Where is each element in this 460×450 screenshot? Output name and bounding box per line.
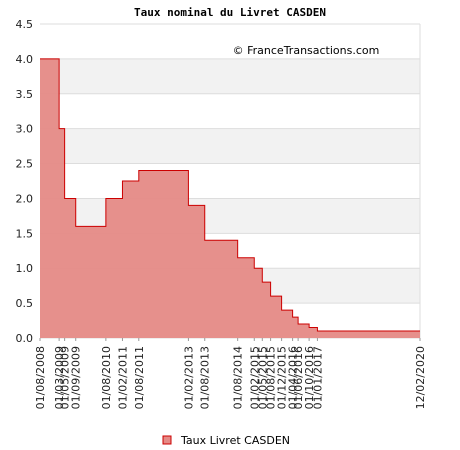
x-tick-label: 01/05/2015 bbox=[256, 346, 269, 409]
y-tick-label: 4.5 bbox=[16, 18, 34, 31]
y-tick-label: 0.5 bbox=[16, 297, 34, 310]
x-tick-label: 01/09/2009 bbox=[70, 346, 83, 409]
x-tick-label: 01/02/2011 bbox=[116, 346, 129, 409]
y-tick-label: 2.5 bbox=[16, 158, 34, 171]
y-tick-label: 4.0 bbox=[16, 53, 34, 66]
x-tick-label: 12/02/2020 bbox=[414, 346, 427, 409]
plot-background bbox=[40, 23, 421, 339]
x-tick-label: 01/04/2016 bbox=[287, 346, 300, 409]
x-tick-label: 01/06/2016 bbox=[292, 346, 305, 409]
legend-label: Taux Livret CASDEN bbox=[180, 434, 290, 447]
x-tick-label: 01/08/2015 bbox=[265, 346, 278, 409]
x-tick-label: 01/12/2015 bbox=[276, 346, 289, 409]
x-tick-label: 01/01/2017 bbox=[311, 346, 324, 409]
y-tick-label: 3.0 bbox=[16, 123, 34, 136]
x-tick-label: 01/02/2015 bbox=[248, 346, 261, 409]
grid-band bbox=[40, 163, 420, 199]
x-tick-label: 01/10/2016 bbox=[303, 346, 316, 409]
x-tick-label: 01/08/2008 bbox=[34, 346, 47, 409]
series-area bbox=[40, 58, 420, 339]
legend-swatch bbox=[162, 435, 172, 445]
x-tick-label: 01/02/2013 bbox=[182, 346, 195, 409]
x-tick-label: 01/08/2013 bbox=[199, 346, 212, 409]
x-axis: 01/08/2008 01/03/200901/05/200901/09/2009… bbox=[34, 338, 427, 409]
y-tick-label: 1.0 bbox=[16, 262, 34, 275]
y-axis: 0.0 0.5 1.0 1.5 2.0 2.5 3.0 3.5 4.0 4.5 bbox=[16, 18, 34, 345]
grid-band bbox=[40, 58, 420, 94]
credit-text: © FranceTransactions.com bbox=[233, 44, 380, 57]
y-tick-label: 1.5 bbox=[16, 227, 34, 240]
grid-band bbox=[40, 93, 420, 129]
grid-band bbox=[40, 24, 420, 59]
x-tick-label: 01/03/2009 bbox=[53, 346, 66, 409]
x-tick-label: 01/08/2014 bbox=[232, 346, 245, 409]
x-tick-label: 01/05/2009 bbox=[59, 346, 72, 409]
x-tick-label: 01/08/2010 bbox=[100, 346, 113, 409]
y-tick-label: 0.0 bbox=[16, 332, 34, 345]
y-tick-label: 3.5 bbox=[16, 88, 34, 101]
series-area-fill bbox=[40, 58, 420, 339]
grid-band bbox=[40, 128, 420, 164]
series-step-line bbox=[40, 58, 420, 332]
y-tick-label: 2.0 bbox=[16, 192, 34, 205]
x-tick-label: 01/08/2011 bbox=[133, 346, 146, 409]
chart-title: Taux nominal du Livret CASDEN bbox=[134, 6, 326, 19]
